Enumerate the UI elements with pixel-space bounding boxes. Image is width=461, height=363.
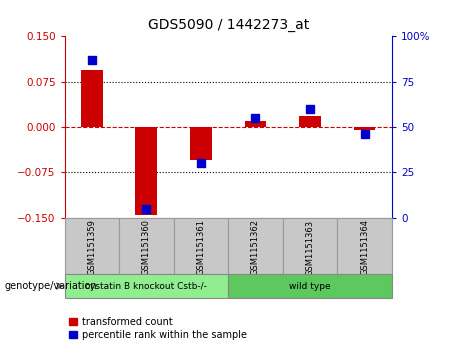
Bar (65, 218, 119, 274)
Bar (244, 121, 266, 127)
Bar (81, 70, 103, 127)
Bar (354, 127, 375, 130)
Text: GSM1151360: GSM1151360 (142, 220, 151, 276)
Bar (174, 218, 228, 274)
Bar (190, 127, 212, 160)
Bar (283, 218, 337, 274)
Text: GSM1151364: GSM1151364 (360, 220, 369, 276)
Bar (228, 218, 283, 274)
Legend: transformed count, percentile rank within the sample: transformed count, percentile rank withi… (70, 317, 247, 340)
Bar (299, 116, 321, 127)
Text: wild type: wild type (289, 282, 331, 291)
Text: GSM1151362: GSM1151362 (251, 220, 260, 276)
Text: GSM1151361: GSM1151361 (196, 220, 206, 276)
Bar (337, 218, 392, 274)
Title: GDS5090 / 1442273_at: GDS5090 / 1442273_at (148, 19, 309, 33)
Bar (65, 274, 228, 298)
Text: GSM1151363: GSM1151363 (306, 220, 314, 276)
Text: GSM1151359: GSM1151359 (87, 220, 96, 276)
Bar (136, 127, 157, 215)
Bar (119, 218, 174, 274)
Bar (228, 274, 392, 298)
Text: genotype/variation: genotype/variation (5, 281, 97, 291)
Text: cystatin B knockout Cstb-/-: cystatin B knockout Cstb-/- (85, 282, 207, 291)
